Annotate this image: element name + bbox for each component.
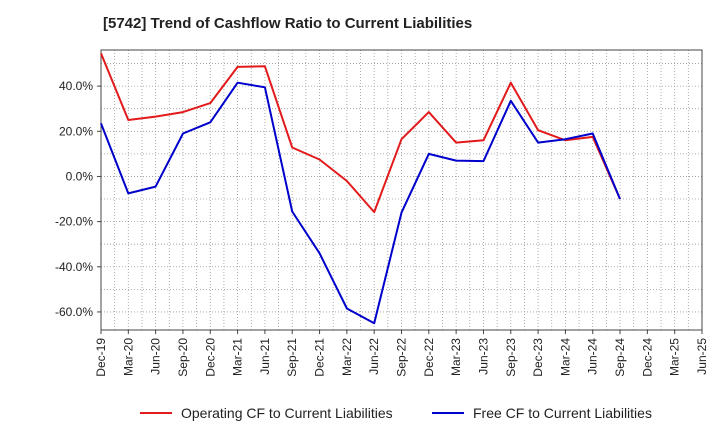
x-tick-label: Jun-24 bbox=[586, 338, 600, 375]
x-tick-label: Dec-24 bbox=[640, 338, 654, 377]
y-axis: 40.0% 20.0% 0.0% -20.0% -40.0% -60.0% bbox=[55, 79, 101, 319]
x-tick-label: Sep-23 bbox=[504, 338, 518, 377]
x-tick-label: Dec-20 bbox=[203, 338, 217, 377]
x-tick-label: Jun-25 bbox=[695, 338, 709, 375]
y-tick-label: -60.0% bbox=[55, 305, 93, 319]
x-tick-label: Jun-20 bbox=[149, 338, 163, 375]
y-tick-label: 20.0% bbox=[59, 124, 93, 138]
y-tick-label: -20.0% bbox=[55, 215, 93, 229]
x-tick-label: Dec-22 bbox=[422, 338, 436, 377]
grid-layer bbox=[100, 50, 703, 330]
series-line-1 bbox=[100, 53, 621, 214]
x-tick-label: Dec-19 bbox=[94, 338, 108, 377]
x-tick-label: Sep-21 bbox=[285, 338, 299, 377]
series-layer bbox=[100, 53, 621, 325]
y-tick-label: 40.0% bbox=[59, 79, 93, 93]
x-tick-label: Dec-21 bbox=[313, 338, 327, 377]
x-tick-label: Jun-21 bbox=[258, 338, 272, 375]
x-axis: Dec-19 Mar-20 Jun-20 Sep-20 Dec-20 Mar-21 Jun-… bbox=[94, 330, 709, 377]
x-tick-label: Dec-23 bbox=[531, 338, 545, 377]
x-tick-label: Mar-23 bbox=[449, 338, 463, 376]
x-tick-label: Mar-24 bbox=[558, 338, 572, 376]
y-tick-label: 0.0% bbox=[66, 169, 94, 183]
x-tick-label: Mar-21 bbox=[231, 338, 245, 376]
x-tick-label: Sep-22 bbox=[395, 338, 409, 377]
series-line-2 bbox=[100, 81, 621, 325]
x-tick-label: Jun-22 bbox=[367, 338, 381, 375]
x-tick-label: Mar-22 bbox=[340, 338, 354, 376]
x-tick-label: Mar-20 bbox=[121, 338, 135, 376]
legend: Operating CF to Current Liabilities Free … bbox=[140, 405, 652, 421]
legend-label: Operating CF to Current Liabilities bbox=[181, 405, 393, 421]
legend-label: Free CF to Current Liabilities bbox=[473, 405, 652, 421]
x-tick-label: Jun-23 bbox=[476, 338, 490, 375]
chart-title: [5742] Trend of Cashflow Ratio to Curren… bbox=[103, 15, 473, 32]
x-tick-label: Mar-25 bbox=[668, 338, 682, 376]
x-tick-label: Sep-20 bbox=[176, 338, 190, 377]
y-tick-label: -40.0% bbox=[55, 260, 93, 274]
x-tick-label: Sep-24 bbox=[613, 338, 627, 377]
